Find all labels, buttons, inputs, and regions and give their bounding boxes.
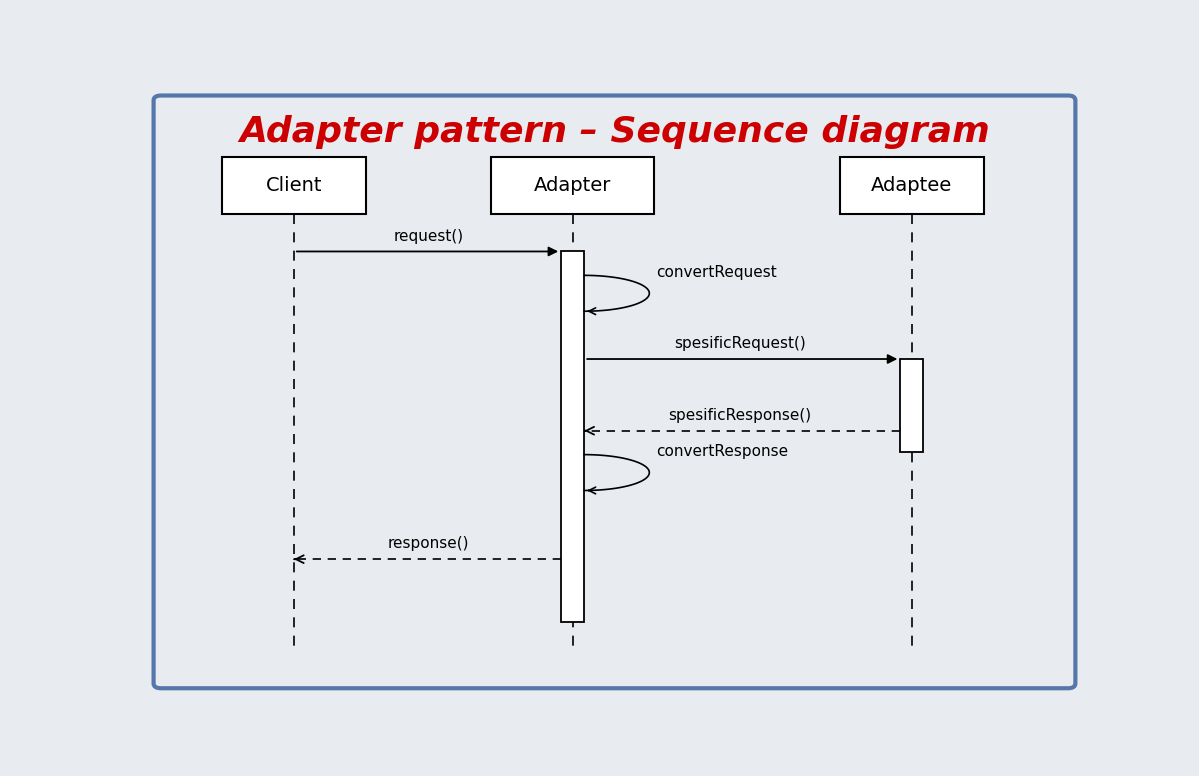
Text: Adaptee: Adaptee [872,176,952,196]
FancyBboxPatch shape [492,158,653,214]
FancyBboxPatch shape [839,158,984,214]
Text: response(): response() [388,536,469,552]
Text: convertResponse: convertResponse [656,444,789,459]
Text: spesificRequest(): spesificRequest() [674,336,806,352]
Text: convertRequest: convertRequest [656,265,777,279]
Bar [561,251,584,622]
Text: Client: Client [266,176,323,196]
Bar [900,359,923,452]
FancyBboxPatch shape [222,158,366,214]
Text: spesificResponse(): spesificResponse() [668,408,812,423]
FancyBboxPatch shape [153,95,1076,688]
Text: request(): request() [393,229,464,244]
Text: Adapter: Adapter [534,176,611,196]
Text: Adapter pattern – Sequence diagram: Adapter pattern – Sequence diagram [239,115,990,149]
